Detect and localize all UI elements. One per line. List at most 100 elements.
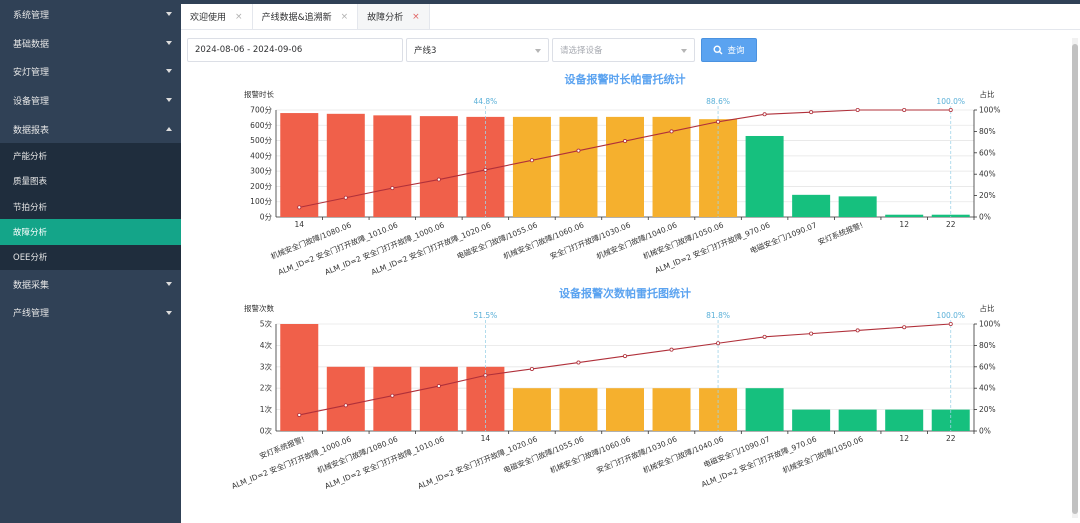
bar [931, 214, 970, 217]
cumulative-point [762, 334, 767, 339]
chevron-down-icon [166, 281, 172, 286]
bar [559, 116, 598, 217]
tab-welcome[interactable]: 欢迎使用 × [181, 4, 253, 29]
cumulative-point [622, 139, 627, 144]
cumulative-point [343, 403, 348, 408]
menu-device[interactable]: 设备管理 [0, 86, 181, 115]
menu-basic-data[interactable]: 基础数据 [0, 29, 181, 58]
bar [699, 388, 738, 431]
y2-axis-label: 占比 [980, 303, 995, 313]
cumulative-point [576, 148, 581, 153]
submenu-label: 故障分析 [13, 227, 48, 238]
chevron-down-icon [166, 12, 172, 16]
marker-label: 81.8% [706, 311, 730, 320]
bar [373, 115, 412, 217]
bar [838, 196, 877, 217]
tab-bar: 欢迎使用 × 产线数据&追溯新 × 故障分析 × [181, 4, 1080, 30]
cumulative-point [948, 108, 953, 113]
cumulative-point [669, 347, 674, 352]
submenu-label: OEE分析 [13, 253, 48, 264]
y-tick-label: 100分 [250, 197, 272, 206]
menu-system[interactable]: 系统管理 [0, 0, 181, 29]
x-tick-label: 22 [946, 220, 956, 229]
y2-tick-label: 80% [979, 341, 996, 350]
close-icon[interactable]: × [340, 11, 349, 22]
bar [559, 388, 598, 431]
close-icon[interactable]: × [235, 11, 243, 22]
menu-line-management[interactable]: 产线管理 [0, 299, 181, 328]
cumulative-point [855, 108, 860, 113]
chevron-up-icon [166, 126, 172, 131]
x-tick-label: 安全门打开故障/1030.06 [548, 219, 632, 261]
submenu-label: 节拍分析 [13, 202, 48, 213]
x-tick-label: 机械安全门故障/1050.06 [781, 433, 865, 475]
cumulative-point [529, 366, 534, 371]
bar [512, 116, 551, 217]
tab-line-data[interactable]: 产线数据&追溯新 × [253, 4, 359, 29]
submenu-quality[interactable]: 质量图表 [0, 169, 181, 194]
y-axis-label: 报警次数 [244, 303, 274, 313]
line-select[interactable]: 产线3 [406, 38, 549, 62]
submenu-takt[interactable]: 节拍分析 [0, 194, 181, 219]
menu-label: 产线管理 [13, 309, 50, 320]
scrollbar[interactable] [1072, 38, 1078, 518]
cumulative-point [762, 112, 767, 117]
scrollbar-thumb[interactable] [1072, 44, 1078, 514]
cumulative-point [902, 108, 907, 113]
tab-label: 欢迎使用 [190, 13, 227, 23]
chevron-down-icon [681, 49, 687, 53]
cumulative-point [576, 360, 581, 365]
date-range-picker[interactable]: 2024-08-06 - 2024-09-06 [187, 38, 403, 62]
close-icon[interactable]: × [412, 11, 420, 22]
y-tick-label: 600分 [250, 121, 272, 130]
chevron-down-icon [166, 310, 172, 315]
y-tick-label: 2次 [260, 383, 273, 393]
top-bar [181, 0, 1080, 4]
marker-label: 100.0% [936, 311, 965, 320]
query-button[interactable]: 查询 [701, 38, 757, 62]
main-content: 2024-08-06 - 2024-09-06 产线3 请选择设备 查询 设备报… [181, 30, 1080, 523]
cumulative-point [669, 129, 674, 134]
x-tick-label: 机械安全门故障/1060.06 [502, 219, 586, 261]
x-tick-label: 12 [899, 434, 909, 443]
tab-fault-analysis[interactable]: 故障分析 × [358, 4, 430, 29]
menu-data-collection[interactable]: 数据采集 [0, 270, 181, 299]
bar [326, 366, 365, 431]
y2-tick-label: 40% [979, 384, 996, 393]
cumulative-point [809, 110, 814, 115]
menu-label: 数据报表 [13, 125, 50, 136]
menu-reports[interactable]: 数据报表 [0, 115, 181, 144]
submenu-fault-analysis[interactable]: 故障分析 [0, 219, 181, 245]
submenu-capacity[interactable]: 产能分析 [0, 143, 181, 168]
cumulative-point [343, 195, 348, 200]
x-tick-label: 12 [899, 220, 909, 229]
menu-label: 安灯管理 [13, 68, 50, 79]
y2-tick-label: 0% [979, 427, 991, 436]
device-select[interactable]: 请选择设备 [552, 38, 695, 62]
chevron-down-icon [535, 49, 541, 53]
cumulative-point [716, 341, 721, 346]
y2-tick-label: 60% [979, 362, 996, 371]
marker-label: 88.6% [706, 97, 730, 106]
bar [792, 409, 831, 431]
menu-label: 系统管理 [13, 10, 50, 21]
submenu-oee[interactable]: OEE分析 [0, 245, 181, 270]
bar [606, 388, 644, 431]
cumulative-point [483, 167, 488, 172]
bar [745, 388, 784, 431]
filter-bar: 2024-08-06 - 2024-09-06 产线3 请选择设备 查询 [187, 38, 757, 62]
y-tick-label: 300分 [250, 167, 272, 176]
y-tick-label: 5次 [260, 319, 273, 329]
cumulative-point [390, 186, 395, 191]
tab-label: 产线数据&追溯新 [261, 13, 332, 23]
x-tick-label: 电磁安全门故障/1055.06 [502, 433, 586, 475]
cumulative-point [390, 393, 395, 398]
marker-label: 100.0% [936, 97, 965, 106]
y2-tick-label: 60% [979, 148, 996, 157]
menu-andon[interactable]: 安灯管理 [0, 57, 181, 86]
chart-title: 设备报警次数帕雷托图统计 [559, 286, 691, 300]
marker-label: 51.5% [473, 311, 497, 320]
y2-tick-label: 80% [979, 127, 996, 136]
y2-axis-label: 占比 [980, 89, 995, 99]
